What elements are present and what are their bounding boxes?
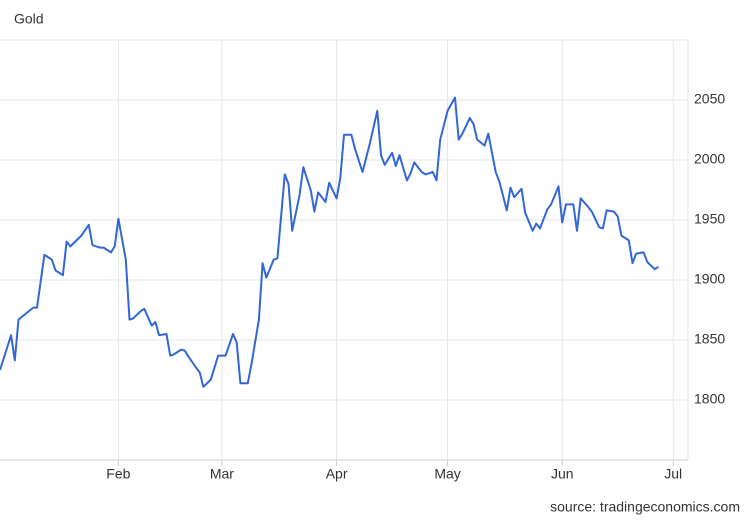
x-tick-label: Feb	[106, 466, 130, 482]
x-tick-label: Jun	[551, 466, 574, 482]
y-tick-label: 1950	[694, 211, 725, 227]
y-tick-label: 1900	[694, 271, 725, 287]
x-tick-label: Jul	[664, 466, 682, 482]
price-line	[0, 96, 659, 388]
y-tick-label: 2000	[694, 151, 725, 167]
y-tick-label: 1800	[694, 391, 725, 407]
x-tick-label: Mar	[210, 466, 234, 482]
source: source: tradingeconomics.com	[550, 499, 740, 515]
chart-title: Gold	[14, 11, 44, 27]
y-tick-label: 2050	[694, 91, 725, 107]
x-tick-label: May	[434, 466, 460, 482]
x-tick-label: Apr	[326, 466, 348, 482]
y-tick-label: 1850	[694, 331, 725, 347]
